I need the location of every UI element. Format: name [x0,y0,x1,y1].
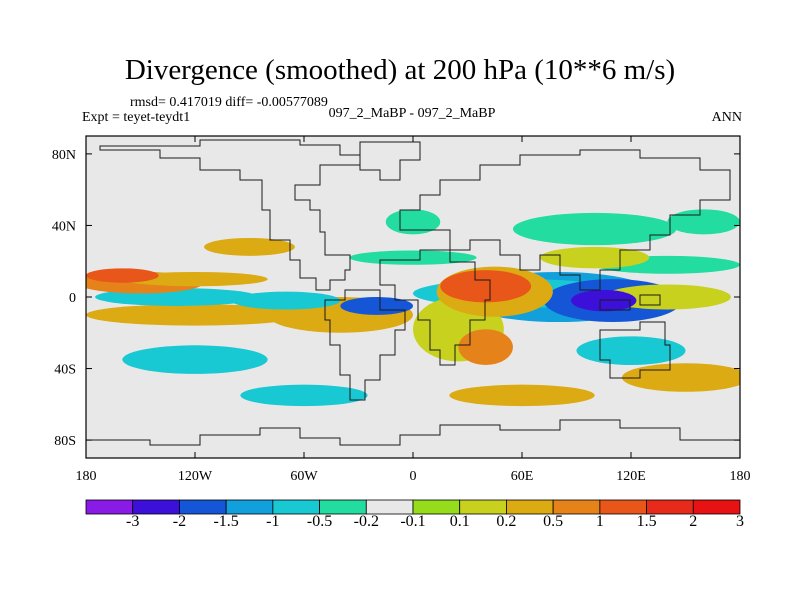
colorbar-swatch [412,499,461,515]
colorbar-swatch [225,499,274,515]
colorbar-swatch [132,499,180,515]
colorbar-level-label: 0.1 [449,513,470,530]
colorbar-level-label: 1.5 [636,513,657,530]
field-anomaly-12 [576,336,686,365]
colorbar-level-label: -1 [266,513,280,530]
y-axis: 80N 40N 0 40S 80S [52,148,740,449]
colorbar [85,499,741,515]
colorbar-swatch [646,499,694,515]
field-anomaly-20 [458,329,513,365]
x-tick-label: 180 [730,469,751,484]
colorbar-level-label: -0.2 [353,513,379,530]
colorbar-swatch [85,499,134,515]
coastlines [86,139,740,446]
x-axis: 180 120W 60W 0 60E 120E 180 [76,136,751,484]
colorbar-swatch [459,499,507,515]
colorbar-swatch [506,499,554,515]
field-anomaly-21 [231,291,341,310]
field-anomaly-24 [204,237,295,256]
colorbar-level-label: -1.5 [213,513,239,530]
x-tick-label: 180 [76,469,97,484]
rmsd-diff-stats: rmsd= 0.417019 diff= -0.00577089 [130,95,328,110]
field-anomaly-9 [621,363,740,392]
colorbar-swatch [319,499,367,515]
colorbar-swatch [179,499,227,515]
field-anomaly-28 [86,268,159,283]
x-tick-label: 60W [290,469,318,484]
season-label: ANN [711,110,742,125]
field-anomaly-26 [385,209,441,235]
field-anomaly-7 [86,304,304,326]
y-tick-label: 0 [69,291,76,306]
field-anomaly-5 [512,212,677,246]
field-anomaly-18 [540,246,650,269]
field-anomaly-22 [667,209,740,235]
colorbar-swatch [692,499,741,515]
y-tick-label: 80N [52,148,76,163]
field-anomaly-10 [603,284,731,310]
field-anomaly-11 [449,384,595,407]
colorbar-swatch [552,499,601,515]
colorbar-level-label: 0.2 [496,513,517,530]
x-tick-label: 0 [410,469,417,484]
colorbar-level-label: -0.5 [306,513,333,530]
field-anomaly-25 [571,289,637,312]
colorbar-level-label: -3 [126,513,140,530]
colorbar-swatch [272,499,320,515]
y-tick-label: 40N [52,219,76,234]
x-tick-label: 120W [178,469,213,484]
y-tick-label: 80S [54,434,76,449]
experiment-label: Expt = teyet-teydt1 [82,110,191,125]
x-tick-label: 60E [511,469,534,484]
field-anomaly-16 [240,384,368,407]
colorbar-level-label: -0.1 [400,513,426,530]
colorbar-level-label: 0.5 [543,513,564,530]
field-anomaly-8 [122,345,268,374]
colorbar-swatch [365,499,414,515]
field-anomaly-13 [440,270,532,303]
colorbar-level-label: 1 [595,513,604,530]
case-label: 097_2_MaBP - 097_2_MaBP [328,106,496,121]
field-anomaly-23 [349,250,477,265]
y-tick-label: 40S [54,363,76,378]
colorbar-level-label: 2 [689,513,698,530]
colorbar-level-label: 3 [736,513,744,530]
x-tick-label: 120E [616,469,646,484]
chart-title: Divergence (smoothed) at 200 hPa (10**6 … [124,54,676,86]
colorbar-level-label: -2 [172,513,187,530]
colorbar-swatch [599,499,647,515]
divergence-field [86,209,740,407]
